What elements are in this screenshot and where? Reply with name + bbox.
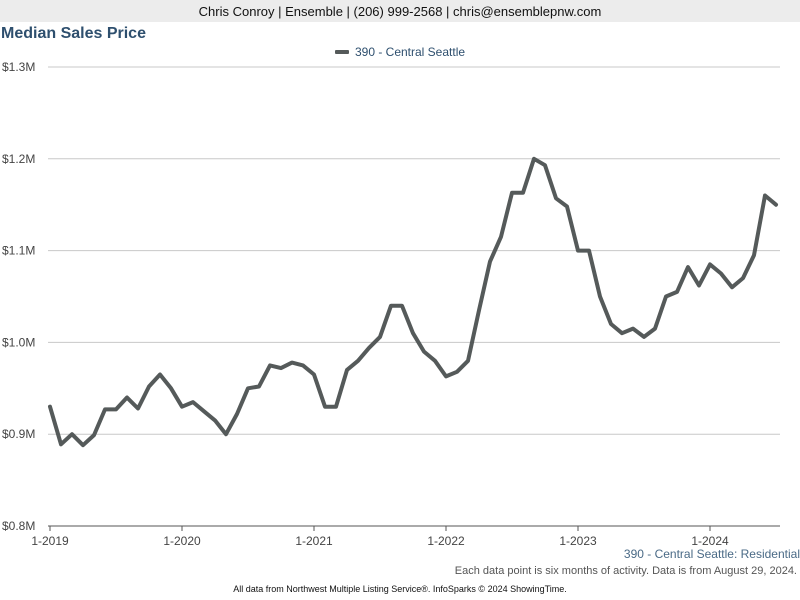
x-tick-label: 1-2023 [559,534,597,548]
y-tick-label: $1.3M [2,60,35,74]
data-note: Each data point is six months of activit… [454,565,797,577]
y-tick-label: $1.0M [2,335,35,349]
x-tick-label: 1-2019 [31,534,69,548]
x-tick-label: 1-2021 [295,534,333,548]
contact-header: Chris Conroy | Ensemble | (206) 999-2568… [0,0,800,22]
series-footer-label: 390 - Central Seattle: Residential [623,547,800,561]
y-tick-label: $0.8M [2,519,35,533]
contact-info: Chris Conroy | Ensemble | (206) 999-2568… [198,3,602,19]
x-tick-label: 1-2020 [163,534,201,548]
source-footer: All data from Northwest Multiple Listing… [233,584,567,594]
legend-label: 390 - Central Seattle [354,45,466,59]
chart-title: Median Sales Price [1,25,146,42]
y-tick-label: $0.9M [2,427,35,441]
x-tick-label: 1-2024 [691,534,729,548]
y-tick-label: $1.1M [2,244,35,258]
series-line [48,156,778,448]
chart-legend: 390 - Central Seattle [0,45,800,59]
y-tick-label: $1.2M [2,152,35,166]
x-tick-label: 1-2022 [427,534,465,548]
legend-swatch [334,50,349,54]
